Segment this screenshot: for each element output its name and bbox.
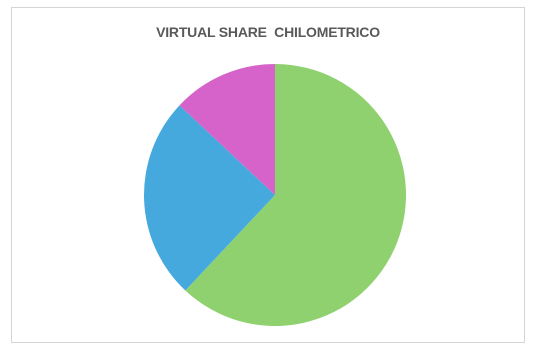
- pie-slice-2: [143, 105, 275, 291]
- pie-chart: [143, 63, 406, 327]
- chart-title: VIRTUAL SHARE CHILOMETRICO: [156, 24, 380, 40]
- pie-slice-1: [185, 64, 406, 327]
- pie-slice-3: [179, 63, 275, 195]
